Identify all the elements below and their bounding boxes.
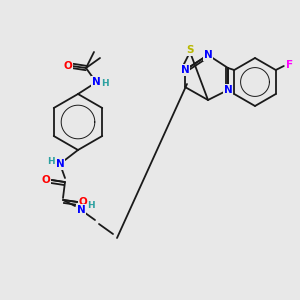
Text: O: O <box>79 197 87 207</box>
Text: S: S <box>186 45 194 55</box>
Text: N: N <box>92 77 100 87</box>
Text: O: O <box>64 61 72 71</box>
Text: H: H <box>87 202 95 211</box>
Text: O: O <box>42 175 50 185</box>
Text: H: H <box>47 158 55 166</box>
Text: N: N <box>56 159 64 169</box>
Text: N: N <box>224 85 232 95</box>
Text: N: N <box>181 65 189 75</box>
Text: F: F <box>286 60 293 70</box>
Text: N: N <box>76 205 85 215</box>
Text: N: N <box>204 50 212 60</box>
Text: H: H <box>101 80 109 88</box>
